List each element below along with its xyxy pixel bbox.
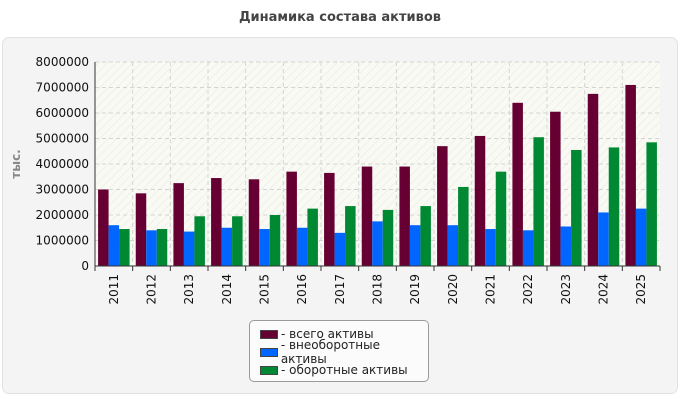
- x-tick-label: 2013: [182, 274, 196, 305]
- bar: [211, 178, 222, 266]
- bar: [372, 221, 383, 266]
- bar: [135, 193, 147, 266]
- bar: [361, 166, 373, 266]
- bar: [259, 229, 270, 266]
- legend-label-current: - оборотные активы: [281, 363, 408, 377]
- x-tick-label: 2017: [333, 274, 347, 305]
- bar: [307, 208, 318, 266]
- legend-swatch-noncurrent: [260, 347, 278, 357]
- legend-label-noncurrent: - внеоборотные активы: [280, 338, 380, 366]
- bar: [248, 179, 260, 266]
- bar: [269, 215, 281, 266]
- bar: [625, 84, 636, 266]
- bar: [533, 137, 544, 266]
- y-tick-label: 1000000: [36, 234, 89, 248]
- bar: [646, 142, 657, 266]
- y-tick-label: 6000000: [36, 106, 89, 120]
- bar: [221, 227, 233, 266]
- x-tick-label: 2020: [446, 274, 460, 305]
- y-tick-label: 0: [81, 259, 89, 273]
- bar: [345, 206, 356, 266]
- bar: [474, 135, 486, 266]
- bar: [550, 111, 561, 266]
- axes: [94, 62, 661, 271]
- bar: [608, 147, 620, 266]
- x-ticks: 2011 2012 2013 2014 2015 2016 2017 2018 2019 2020…: [107, 274, 648, 305]
- bar: [560, 226, 572, 266]
- bar: [334, 232, 346, 266]
- y-tick-label: 2000000: [36, 208, 89, 222]
- bar: [635, 208, 647, 266]
- bar: [119, 229, 130, 266]
- bar: [146, 230, 157, 266]
- x-tick-label: 2022: [521, 274, 535, 305]
- y-ticks: 0 1000000 2000000 3000000 4000000 5000000 6000…: [36, 55, 89, 273]
- bar: [173, 183, 184, 266]
- bar: [571, 149, 582, 266]
- x-tick-label: 2012: [145, 274, 159, 305]
- legend-item-noncurrent: - внеоборотные активы: [260, 338, 428, 366]
- y-tick-label: 4000000: [36, 157, 89, 171]
- bar: [458, 186, 469, 266]
- bar: [296, 227, 308, 266]
- chart-title: Динамика состава активов: [238, 10, 442, 25]
- legend-item-total: - всего активы: [260, 325, 428, 343]
- bar: [324, 172, 335, 266]
- x-tick-label: 2014: [220, 274, 234, 305]
- bar: [587, 93, 599, 266]
- x-tick-label: 2011: [107, 274, 121, 305]
- x-tick-label: 2021: [484, 274, 498, 305]
- bar: [495, 171, 507, 266]
- bars: [98, 84, 657, 266]
- y-tick-label: 3000000: [36, 183, 89, 197]
- bar: [194, 216, 205, 266]
- y-axis-label: тыс.: [9, 149, 23, 178]
- bar: [286, 171, 297, 266]
- bar: [447, 225, 459, 266]
- gridlines: [95, 61, 660, 266]
- bar: [409, 225, 421, 266]
- x-tick-label: 2019: [408, 274, 422, 305]
- bar: [183, 231, 195, 266]
- x-tick-label: 2018: [371, 274, 385, 305]
- y-tick-label: 7000000: [36, 81, 89, 95]
- x-tick-label: 2025: [634, 274, 648, 305]
- bar: [156, 229, 168, 266]
- x-tick-label: 2015: [258, 274, 272, 305]
- bar: [598, 212, 609, 266]
- bar: [382, 209, 394, 266]
- bar: [485, 229, 496, 266]
- legend-label-total: - всего активы: [281, 327, 374, 341]
- x-tick-label: 2023: [559, 274, 573, 305]
- x-tick-label: 2016: [295, 274, 309, 305]
- bar: [232, 216, 243, 266]
- bar: [437, 146, 448, 266]
- x-tick-label: 2024: [597, 274, 611, 305]
- legend: - всего активы - внеоборотные активы - о…: [249, 320, 429, 382]
- legend-swatch-current: [260, 365, 278, 375]
- bar: [399, 166, 410, 266]
- legend-item-current: - оборотные активы: [260, 361, 428, 379]
- bar: [98, 189, 109, 266]
- y-tick-label: 5000000: [36, 132, 89, 146]
- bar: [108, 225, 120, 266]
- bar: [512, 102, 523, 266]
- bar: [522, 230, 534, 266]
- bar: [420, 206, 431, 266]
- legend-swatch-total: [260, 329, 278, 339]
- y-tick-label: 8000000: [36, 55, 89, 69]
